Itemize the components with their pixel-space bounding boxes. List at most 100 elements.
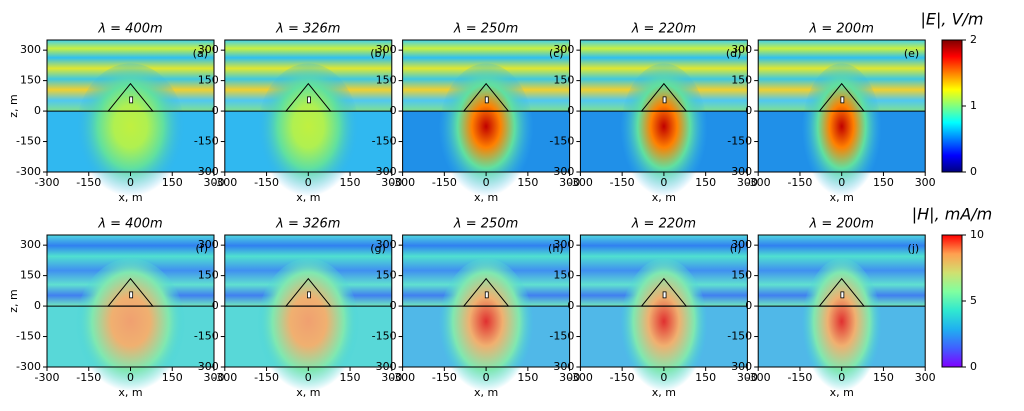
- x-tick-label: 0: [127, 371, 134, 384]
- panel-title: λ = 400m: [97, 22, 162, 37]
- x-tick-label: 150: [162, 371, 183, 384]
- panel-title: λ = 200m: [809, 217, 874, 232]
- x-tick-label: 150: [695, 176, 716, 189]
- y-tick-label: 150: [376, 74, 397, 87]
- panel-tag: (j): [908, 242, 920, 255]
- x-tick-label: 150: [873, 371, 894, 384]
- x-axis-label: x, m: [118, 386, 142, 399]
- y-tick-label: 150: [553, 74, 574, 87]
- y-tick-label: 300: [198, 43, 219, 56]
- x-axis-label: x, m: [830, 191, 854, 204]
- panel-tag: (f): [196, 242, 208, 255]
- x-tick-label: 150: [340, 371, 361, 384]
- y-tick-label: -300: [727, 165, 752, 178]
- colorbar-tick-label: 0: [970, 360, 977, 373]
- y-tick-label: 0: [390, 299, 397, 312]
- y-tick-label: -150: [194, 330, 219, 343]
- x-tick-label: 0: [483, 176, 490, 189]
- x-tick-label: -150: [610, 176, 635, 189]
- field-hotspot: [257, 63, 360, 204]
- y-tick-label: 0: [34, 299, 41, 312]
- y-tick-label: 150: [198, 269, 219, 282]
- field-hotspot: [75, 258, 186, 399]
- gallery: [662, 291, 667, 299]
- x-tick-label: 0: [483, 371, 490, 384]
- x-tick-label: -300: [212, 176, 237, 189]
- y-tick-label: 150: [20, 269, 41, 282]
- x-tick-label: -150: [76, 176, 101, 189]
- y-tick-label: -300: [549, 360, 574, 373]
- x-tick-label: -300: [390, 371, 415, 384]
- x-tick-label: -300: [568, 371, 593, 384]
- y-tick-label: -300: [549, 165, 574, 178]
- y-tick-label: -150: [727, 135, 752, 148]
- panel-tag: (b): [370, 47, 386, 60]
- x-tick-label: 300: [559, 176, 580, 189]
- x-tick-label: 300: [737, 176, 758, 189]
- x-tick-label: 300: [915, 176, 936, 189]
- x-tick-label: -150: [254, 371, 279, 384]
- panel-title: λ = 326m: [275, 22, 340, 37]
- panel-title: λ = 200m: [809, 22, 874, 37]
- x-tick-label: 150: [695, 371, 716, 384]
- x-tick-label: 300: [204, 371, 225, 384]
- panel-title: λ = 250m: [453, 22, 518, 37]
- x-tick-label: -150: [610, 371, 635, 384]
- colorbar: [941, 234, 963, 368]
- y-tick-label: -300: [372, 165, 397, 178]
- gallery: [129, 291, 134, 299]
- y-tick-label: -300: [16, 165, 41, 178]
- x-tick-label: 300: [381, 371, 402, 384]
- x-tick-label: 150: [340, 176, 361, 189]
- field-hotspot: [801, 258, 882, 399]
- x-tick-label: 150: [517, 371, 538, 384]
- panel-tag: (i): [730, 242, 742, 255]
- gallery: [129, 96, 134, 104]
- panel-title: λ = 326m: [275, 217, 340, 232]
- x-tick-label: 150: [873, 176, 894, 189]
- y-tick-label: -150: [727, 330, 752, 343]
- field-hotspot: [75, 63, 186, 204]
- field-hotspot: [620, 63, 708, 204]
- y-tick-label: 150: [198, 74, 219, 87]
- y-tick-label: 0: [390, 104, 397, 117]
- x-tick-label: -300: [35, 176, 60, 189]
- x-tick-label: 0: [660, 371, 667, 384]
- colorbar-tick-label: 5: [970, 294, 977, 307]
- y-tick-label: -300: [16, 360, 41, 373]
- y-tick-label: 0: [745, 299, 752, 312]
- y-tick-label: 0: [567, 299, 574, 312]
- gallery: [662, 96, 667, 104]
- x-tick-label: 0: [838, 176, 845, 189]
- x-tick-label: -300: [568, 176, 593, 189]
- y-tick-label: 0: [745, 104, 752, 117]
- field-hotspot: [257, 258, 360, 399]
- x-tick-label: -300: [35, 371, 60, 384]
- y-tick-label: 0: [34, 104, 41, 117]
- panel-tag: (e): [904, 47, 919, 60]
- y-tick-label: 0: [567, 104, 574, 117]
- colorbar: [941, 39, 963, 173]
- panel-tag: (g): [370, 242, 386, 255]
- gallery: [307, 291, 311, 299]
- x-tick-label: 300: [559, 371, 580, 384]
- panel-tag: (a): [193, 47, 208, 60]
- y-tick-label: 0: [212, 104, 219, 117]
- x-tick-label: 150: [162, 176, 183, 189]
- x-tick-label: 300: [204, 176, 225, 189]
- x-tick-label: -150: [254, 176, 279, 189]
- y-tick-label: 300: [553, 43, 574, 56]
- colorbar-tick-label: 2: [970, 33, 977, 46]
- x-axis-label: x, m: [474, 191, 498, 204]
- y-tick-label: 300: [20, 43, 41, 56]
- panel-title: λ = 220m: [631, 217, 696, 232]
- y-tick-label: -150: [549, 135, 574, 148]
- x-tick-label: -300: [746, 371, 771, 384]
- y-tick-label: 300: [376, 238, 397, 251]
- gallery: [307, 96, 311, 104]
- y-tick-label: 0: [212, 299, 219, 312]
- gallery: [484, 291, 489, 299]
- panel-tag: (h): [548, 242, 564, 255]
- x-tick-label: -300: [746, 176, 771, 189]
- colorbar-label: |H|, mA/m: [912, 205, 993, 224]
